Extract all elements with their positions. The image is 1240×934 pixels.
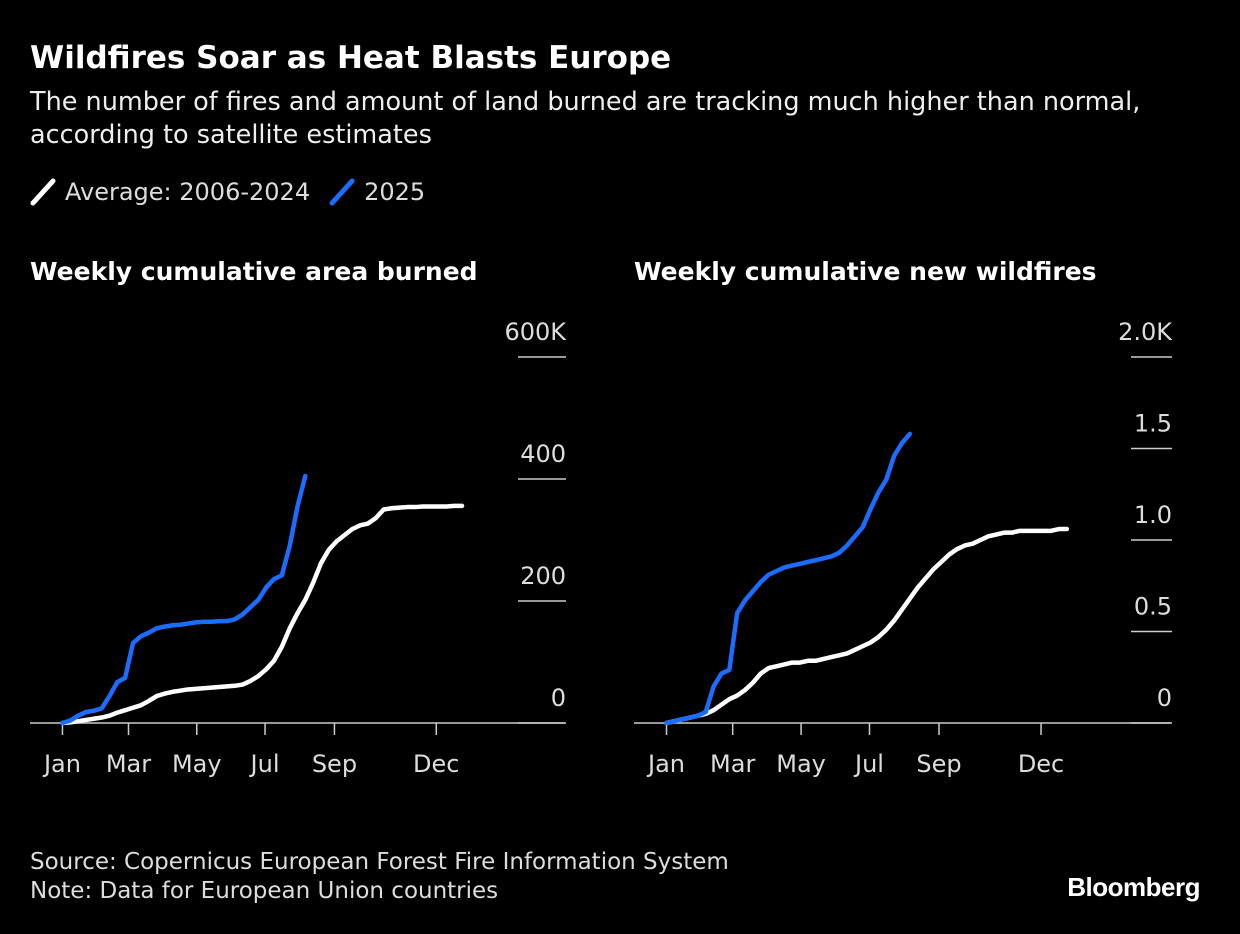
y-tick-label: 1.5	[1134, 410, 1172, 438]
y-tick-label: 0	[1157, 684, 1172, 712]
x-tick-label: Dec	[1018, 750, 1064, 778]
x-tick-label: Sep	[916, 750, 961, 778]
series-line	[664, 526, 1070, 726]
source: Source: Copernicus European Forest Fire …	[30, 849, 729, 875]
y-tick-label: 600K	[504, 318, 567, 346]
y-tick-label: 1.0	[1134, 501, 1172, 529]
series-line	[60, 473, 308, 726]
x-tick-label: Jul	[249, 750, 280, 778]
y-tick-label: 400	[520, 440, 566, 468]
legend-label: 2025	[364, 178, 425, 206]
legend-icon	[30, 178, 56, 206]
chart-title: Weekly cumulative area burned	[30, 257, 478, 286]
legend-label: Average: 2006-2024	[65, 178, 310, 206]
x-tick-label: May	[776, 750, 826, 778]
brand: Bloomberg	[1067, 872, 1200, 902]
x-tick-label: Sep	[312, 750, 357, 778]
y-tick-label: 200	[520, 562, 566, 590]
x-tick-label: Jan	[646, 750, 685, 778]
y-tick-label: 0	[551, 684, 566, 712]
y-tick-label: 2.0K	[1118, 318, 1173, 346]
series-line	[60, 503, 465, 726]
x-tick-label: Mar	[106, 750, 151, 778]
series-line	[664, 431, 913, 726]
title: Wildfires Soar as Heat Blasts Europe	[30, 40, 672, 76]
subtitle: The number of fires and amount of land b…	[30, 87, 1141, 150]
x-tick-label: Mar	[710, 750, 755, 778]
x-tick-label: Jul	[853, 750, 884, 778]
legend-icon	[329, 178, 355, 206]
x-tick-label: May	[172, 750, 222, 778]
x-tick-label: Jan	[42, 750, 81, 778]
note: Note: Data for European Union countries	[30, 878, 499, 904]
y-tick-label: 0.5	[1134, 593, 1172, 621]
x-tick-label: Dec	[413, 750, 459, 778]
chart-title: Weekly cumulative new wildfires	[634, 257, 1097, 286]
